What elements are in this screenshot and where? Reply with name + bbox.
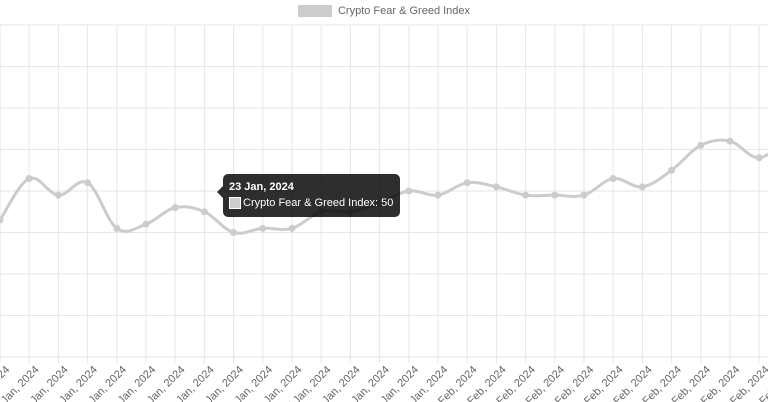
data-point[interactable]	[668, 166, 676, 174]
data-point[interactable]	[54, 191, 62, 199]
tooltip-title: 23 Jan, 2024	[229, 181, 294, 193]
data-point[interactable]	[171, 204, 179, 212]
data-point[interactable]	[230, 229, 238, 236]
data-point[interactable]	[492, 183, 500, 191]
data-point[interactable]	[142, 220, 150, 228]
data-point[interactable]	[288, 224, 296, 232]
data-point[interactable]	[551, 191, 559, 199]
chart-legend[interactable]: Crypto Fear & Greed Index	[0, 5, 768, 17]
data-point[interactable]	[755, 154, 763, 162]
data-point[interactable]	[463, 179, 471, 187]
chart-tooltip: 23 Jan, 2024 Crypto Fear & Greed Index: …	[216, 174, 401, 217]
data-point[interactable]	[609, 175, 617, 183]
data-point[interactable]	[726, 137, 734, 145]
data-point[interactable]	[113, 224, 121, 232]
data-point[interactable]	[638, 183, 646, 191]
data-point[interactable]	[405, 187, 413, 195]
data-point[interactable]	[200, 208, 208, 216]
legend-swatch	[297, 5, 332, 17]
data-point[interactable]	[580, 191, 588, 199]
data-point[interactable]	[259, 224, 267, 232]
data-point[interactable]	[25, 175, 33, 183]
data-point[interactable]	[0, 216, 4, 224]
data-point[interactable]	[84, 179, 92, 187]
legend-label: Crypto Fear & Greed Index	[337, 5, 471, 17]
tooltip-swatch	[229, 197, 241, 209]
data-point[interactable]	[434, 191, 442, 199]
tooltip-label: Crypto Fear & Greed Index: 50	[243, 197, 394, 209]
data-point[interactable]	[697, 141, 705, 149]
data-point[interactable]	[522, 191, 530, 199]
